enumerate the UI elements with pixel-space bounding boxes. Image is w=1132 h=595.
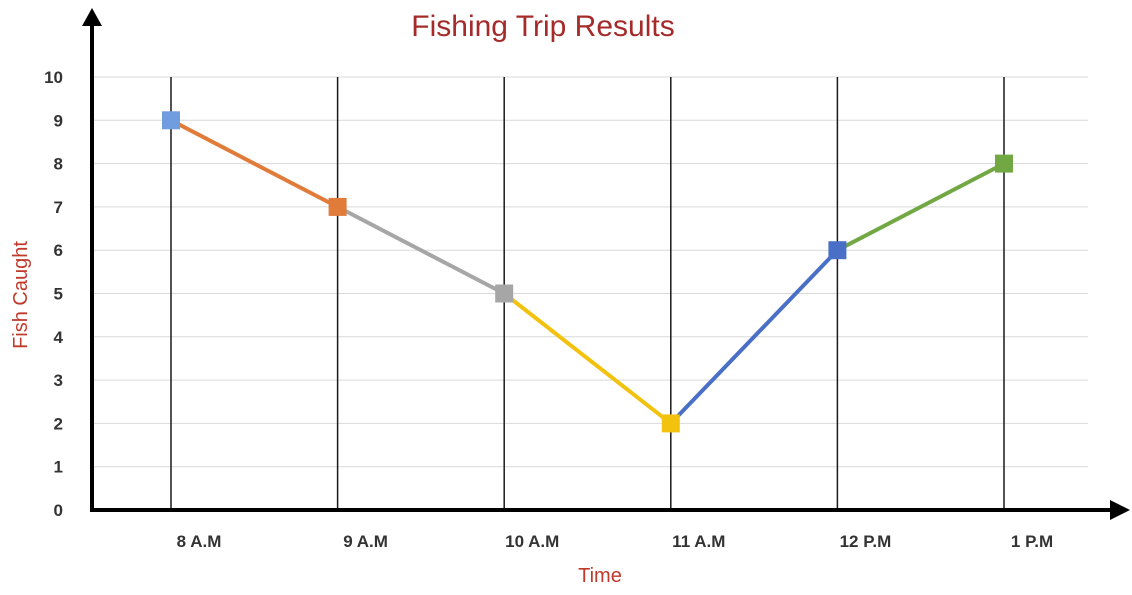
y-tick-label: 5 [54, 285, 63, 304]
line-segment [502, 291, 673, 426]
y-tick-label: 8 [54, 155, 63, 174]
x-tick-label: 1 P.M [1011, 532, 1053, 551]
y-tick-label: 7 [54, 198, 63, 217]
data-point [162, 111, 180, 130]
data-point [661, 414, 680, 433]
line-segment [335, 204, 507, 296]
y-axis-arrow [82, 8, 102, 26]
y-axis-label: Fish Caught [10, 241, 32, 349]
series-markers [162, 111, 1013, 433]
y-tick-labels: 0 1 2 3 4 5 6 7 8 9 10 [44, 68, 63, 520]
data-point [995, 154, 1013, 173]
x-tick-label: 11 A.M [672, 532, 725, 551]
x-tick-label: 9 A.M [343, 532, 388, 551]
line-segment [169, 118, 340, 209]
data-point [495, 284, 514, 303]
x-axis-arrow [1110, 500, 1130, 520]
y-tick-label: 0 [54, 501, 63, 520]
x-tick-label: 10 A.M [505, 532, 559, 551]
x-axis-label: Time [578, 565, 622, 587]
line-segment [835, 161, 1006, 253]
axes [82, 8, 1130, 520]
gridlines [92, 76, 1088, 468]
y-tick-label: 6 [54, 241, 63, 260]
y-tick-label: 2 [54, 414, 63, 433]
chart-title: Fishing Trip Results [411, 10, 674, 43]
y-tick-label: 4 [54, 328, 64, 347]
line-segment [668, 248, 840, 426]
data-point [328, 197, 347, 216]
y-tick-label: 1 [54, 458, 63, 477]
x-tick-labels: 8 A.M 9 A.M 10 A.M 11 A.M 12 P.M 1 P.M [177, 532, 1053, 551]
y-tick-label: 3 [54, 371, 63, 390]
x-tick-label: 12 P.M [840, 532, 892, 551]
y-tick-label: 9 [54, 111, 63, 130]
y-tick-label: 10 [44, 68, 63, 87]
series-line [169, 118, 1006, 426]
x-tick-label: 8 A.M [177, 532, 222, 551]
data-point [828, 241, 847, 260]
